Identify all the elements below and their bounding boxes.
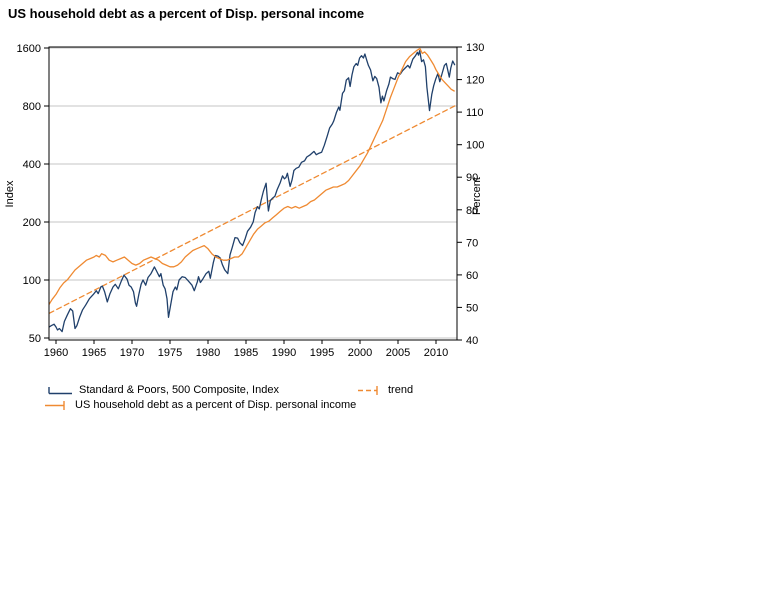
right-axis-title: Percent	[471, 177, 483, 215]
legend: Standard & Poors, 500 Composite, Index t…	[0, 383, 768, 417]
debt-line-marker-icon	[45, 400, 65, 410]
plot-frame	[48, 46, 458, 341]
series-sp500	[48, 50, 456, 333]
legend-item-trend: trend	[357, 383, 413, 397]
left-tick-label: 1600	[17, 43, 41, 55]
x-tick-label: 1980	[196, 347, 220, 359]
left-tick-label: 100	[23, 275, 41, 287]
legend-item-debt: US household debt as a percent of Disp. …	[44, 398, 356, 412]
trend-dashed-line-marker-icon	[358, 385, 378, 395]
right-tick-label: 130	[466, 42, 484, 54]
series-trend	[48, 103, 458, 314]
legend-label-trend: trend	[388, 384, 414, 396]
right-tick-label: 80	[466, 205, 478, 217]
left-tick-label: 50	[29, 333, 41, 345]
x-tick-label: 1990	[272, 347, 296, 359]
left-axis-title: Index	[4, 180, 16, 207]
right-tick-label: 110	[466, 107, 484, 119]
chart-title: US household debt as a percent of Disp. …	[8, 6, 365, 21]
left-tick-label: 400	[23, 159, 41, 171]
left-tick-label: 200	[23, 217, 41, 229]
x-tick-label: 2000	[348, 347, 372, 359]
left-tick-label: 800	[23, 101, 41, 113]
legend-label-sp500: Standard & Poors, 500 Composite, Index	[79, 384, 279, 396]
legend-item-sp500: Standard & Poors, 500 Composite, Index	[46, 383, 279, 397]
right-tick-label: 120	[466, 75, 484, 87]
legend-label-debt: US household debt as a percent of Disp. …	[75, 399, 357, 411]
x-tick-label: 1970	[120, 347, 144, 359]
x-tick-label: 1975	[158, 347, 182, 359]
right-tick-label: 70	[466, 237, 478, 249]
series-debt	[48, 47, 455, 305]
right-tick-label: 40	[466, 335, 478, 347]
sp500-line-marker-icon	[48, 386, 72, 394]
x-tick-label: 2010	[424, 347, 448, 359]
x-tick-label: 2005	[386, 347, 410, 359]
right-tick-label: 100	[466, 140, 484, 152]
right-tick-label: 90	[466, 172, 478, 184]
x-tick-label: 1965	[82, 347, 106, 359]
right-tick-label: 50	[466, 302, 478, 314]
x-tick-label: 1985	[234, 347, 258, 359]
right-tick-label: 60	[466, 270, 478, 282]
x-tick-label: 1995	[310, 347, 334, 359]
x-tick-label: 1960	[44, 347, 68, 359]
